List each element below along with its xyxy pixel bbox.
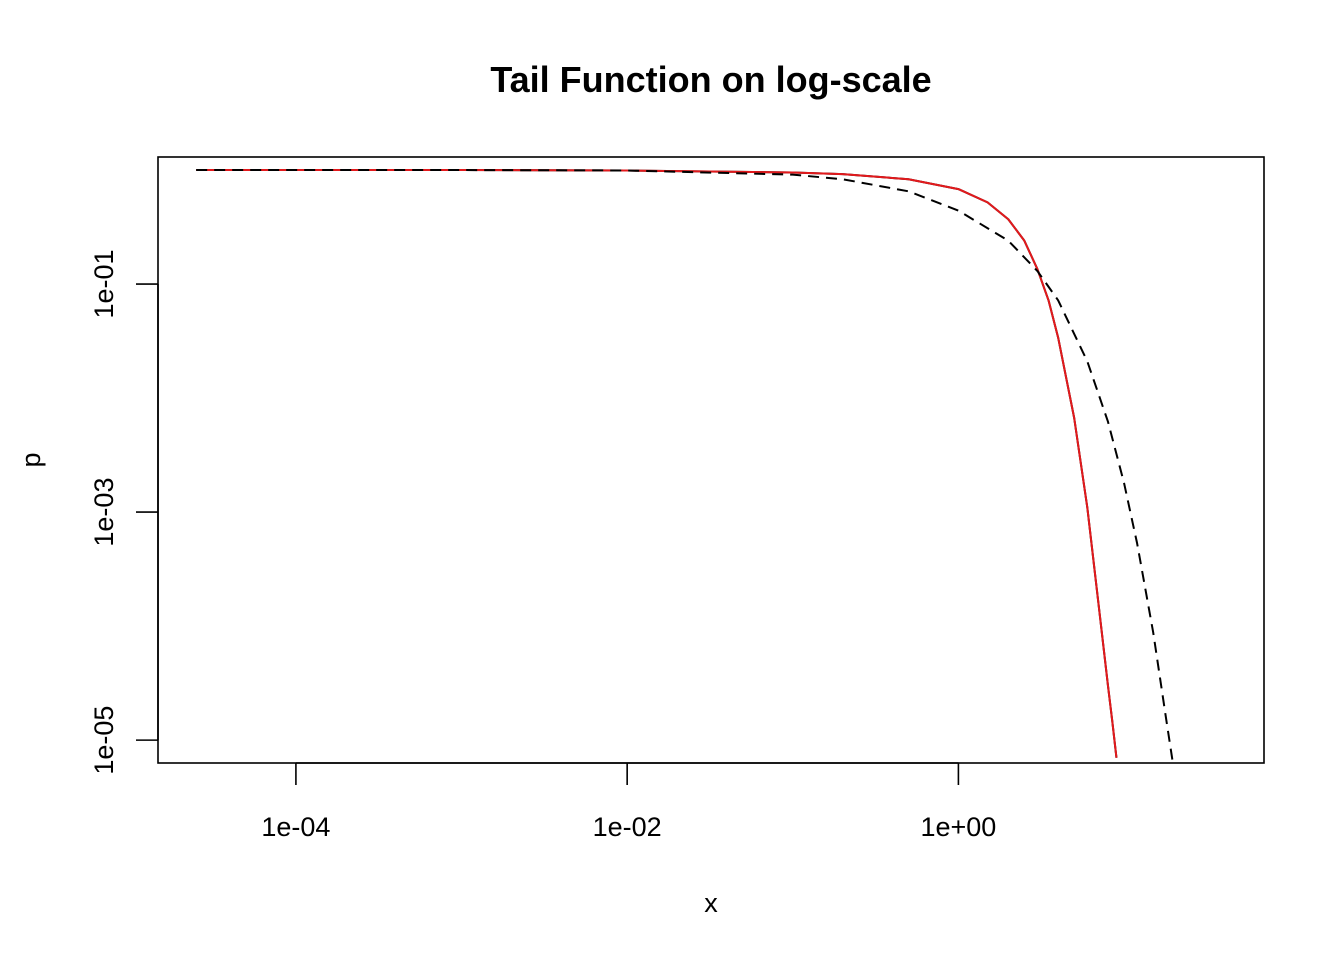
- x-axis: 1e-04 1e-02 1e+00: [261, 762, 996, 842]
- chart-title: Tail Function on log-scale: [490, 59, 931, 100]
- series-line-1: [196, 169, 1118, 758]
- y-tick-label-1: 1e-03: [89, 478, 119, 547]
- y-axis-label: p: [16, 452, 46, 467]
- y-tick-label-0: 1e-05: [89, 706, 119, 775]
- x-tick-label-1: 1e-02: [593, 812, 662, 842]
- y-tick-label-2: 1e-01: [89, 249, 119, 318]
- y-axis: 1e-05 1e-03 1e-01: [89, 249, 159, 775]
- series-layer: [196, 169, 1174, 763]
- x-tick-label-0: 1e-04: [261, 812, 330, 842]
- x-axis-label: x: [704, 888, 718, 918]
- series-line-0: [196, 169, 1118, 758]
- x-tick-label-2: 1e+00: [920, 812, 996, 842]
- series-line-2: [196, 169, 1174, 763]
- plot-frame: [157, 156, 1265, 764]
